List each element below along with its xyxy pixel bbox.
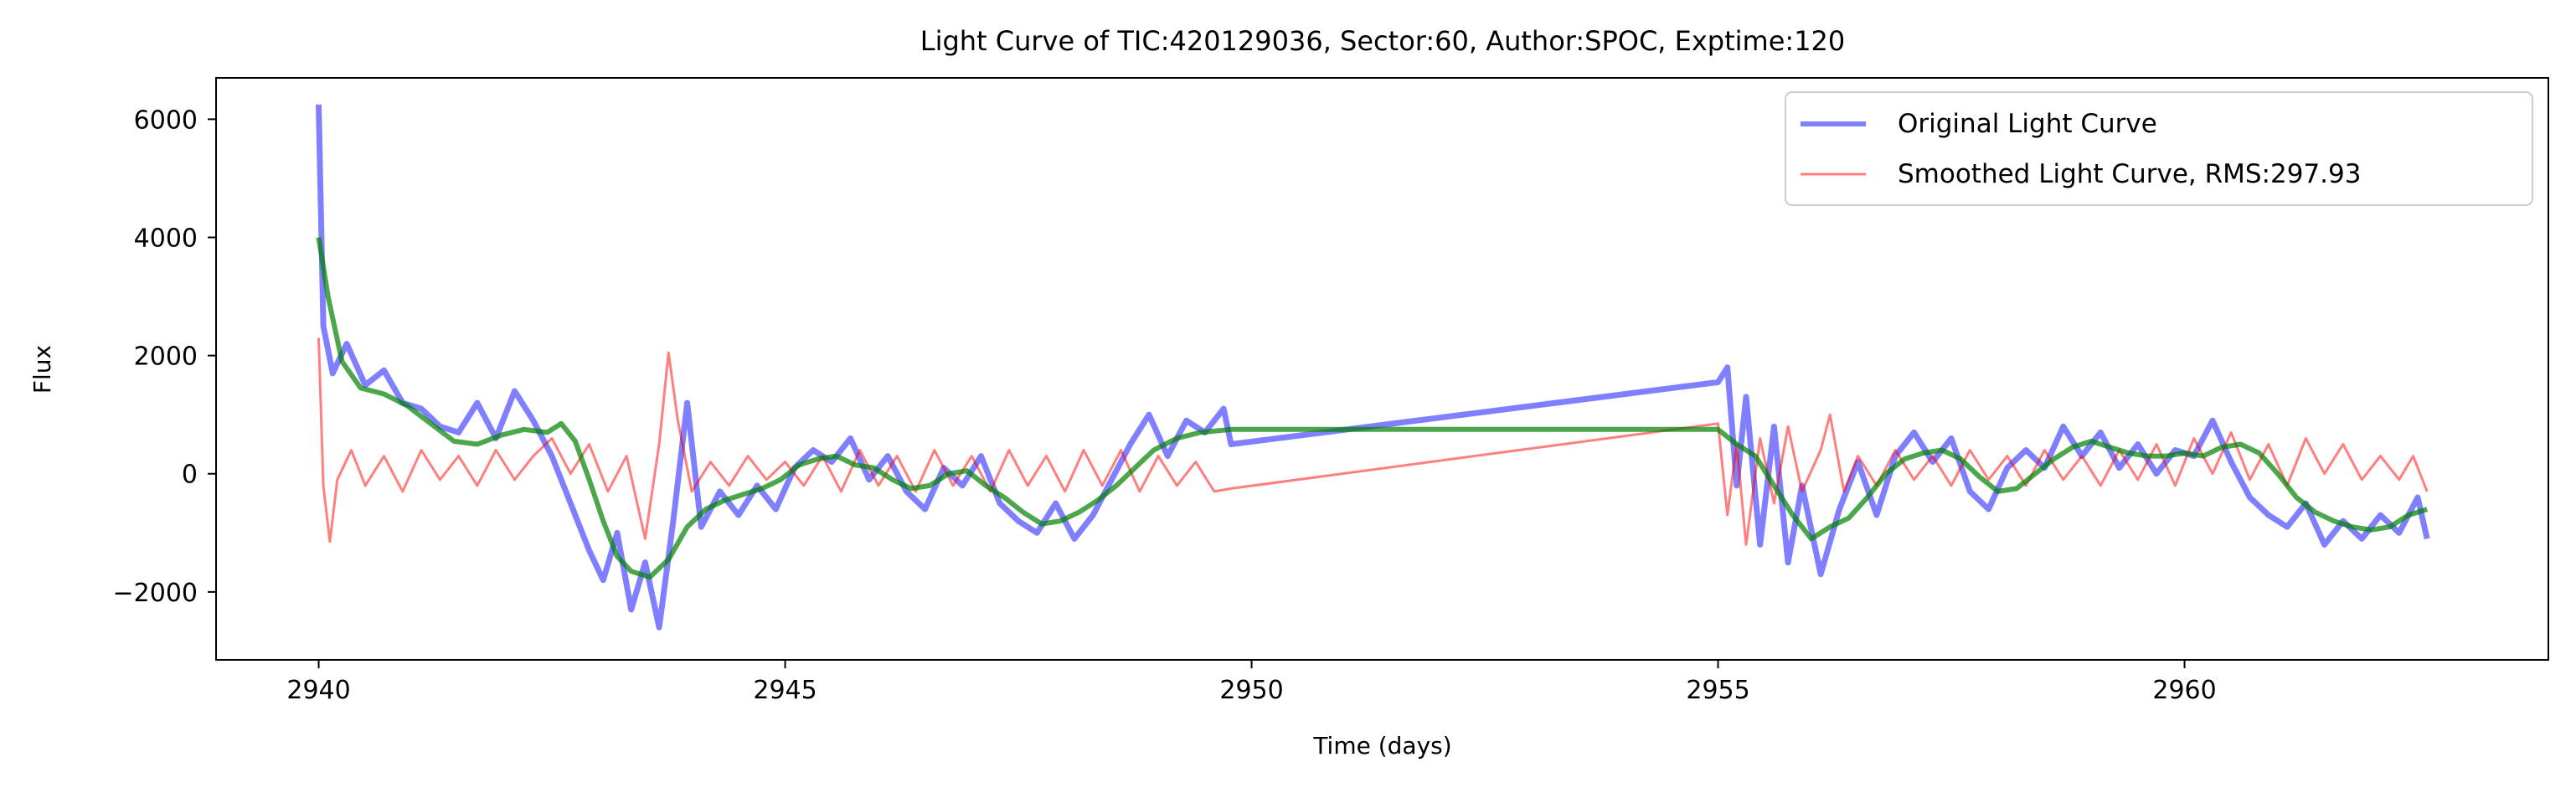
y-tick-label: 2000 xyxy=(134,342,198,372)
y-tick-label: 0 xyxy=(182,461,198,490)
series-line-trend xyxy=(316,237,2429,580)
x-axis: 2940 2945 2950 2955 2960 xyxy=(286,660,2217,705)
x-tick-label: 2945 xyxy=(753,676,817,705)
legend-box xyxy=(1785,91,2533,206)
y-axis-label: Flux xyxy=(28,345,56,394)
legend: Original Light Curve Smoothed Light Curv… xyxy=(1785,91,2533,206)
legend-label-original: Original Light Curve xyxy=(1898,109,2157,139)
x-axis-label: Time (days) xyxy=(1312,732,1451,760)
chart-title: Light Curve of TIC:420129036, Sector:60,… xyxy=(920,25,1846,57)
y-tick-label: 6000 xyxy=(134,106,198,135)
y-tick-label: 4000 xyxy=(134,224,198,254)
x-tick-label: 2955 xyxy=(1686,676,1749,705)
x-tick-label: 2960 xyxy=(2152,676,2216,705)
x-tick-label: 2950 xyxy=(1219,676,1283,705)
series-line-smoothed xyxy=(317,337,2429,546)
legend-label-smoothed: Smoothed Light Curve, RMS:297.93 xyxy=(1898,159,2361,189)
y-axis: −2000 0 2000 4000 6000 xyxy=(113,106,216,608)
series-layer xyxy=(316,104,2430,631)
y-tick-label: −2000 xyxy=(113,579,198,608)
x-tick-label: 2940 xyxy=(286,676,350,705)
series-line-original xyxy=(316,104,2430,631)
plot-area-frame xyxy=(215,77,2549,661)
